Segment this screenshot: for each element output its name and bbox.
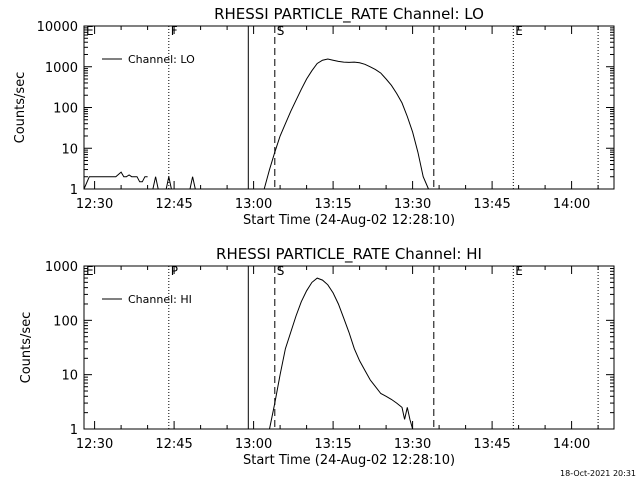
x-tick-label: 14:00 (553, 197, 590, 212)
x-tick-label: 14:00 (553, 437, 590, 452)
series-line-segment (189, 176, 196, 190)
footer-timestamp: 18-Oct-2021 20:31 (560, 469, 636, 478)
x-tick-label: 13:15 (314, 197, 351, 212)
x-tick-label: 13:00 (235, 437, 272, 452)
x-tick-label: 13:30 (394, 197, 431, 212)
x-tick-label: 13:45 (473, 437, 510, 452)
marker-label: S (277, 264, 285, 278)
x-tick-label: 12:30 (76, 197, 113, 212)
y-tick-label: 1 (70, 423, 78, 438)
y-axis-label: Counts/sec (19, 312, 34, 384)
x-axis-label: Start Time (24-Aug-02 12:28:10) (243, 213, 455, 228)
x-tick-label: 12:45 (155, 437, 192, 452)
y-tick-label: 100 (53, 102, 78, 117)
marker-label: P (171, 264, 178, 278)
y-tick-label: 1000 (45, 61, 78, 76)
plot-frame (83, 265, 615, 430)
chart-title: RHESSI PARTICLE_RATE Channel: HI (216, 245, 482, 264)
y-tick-label: 1000 (45, 260, 78, 275)
marker-label: E (515, 24, 523, 38)
marker-label: F (171, 24, 178, 38)
series-line-segment (269, 277, 414, 430)
y-axis-label: Counts/sec (13, 72, 28, 144)
series-line-segment (152, 176, 159, 190)
y-tick-label: 100 (53, 314, 78, 329)
x-tick-label: 13:30 (394, 437, 431, 452)
x-tick-label: 13:15 (314, 437, 351, 452)
series-line-segment (263, 58, 429, 190)
y-tick-label: 10000 (37, 20, 78, 35)
y-tick-label: 10 (61, 142, 78, 157)
chart-panel-2: RHESSI PARTICLE_RATE Channel: HI 1 10 100 10… (19, 245, 615, 468)
x-tick-label: 12:30 (76, 437, 113, 452)
series-line-segment (83, 171, 148, 190)
x-tick-label: 13:45 (473, 197, 510, 212)
plot-frame (83, 25, 615, 190)
y-tick-label: 1 (70, 183, 78, 198)
x-tick-label: 13:00 (235, 197, 272, 212)
x-axis-label: Start Time (24-Aug-02 12:28:10) (243, 453, 455, 468)
x-tick-label: 12:45 (155, 197, 192, 212)
marker-label: E (86, 264, 94, 278)
chart-title: RHESSI PARTICLE_RATE Channel: LO (214, 5, 484, 24)
chart-panel-1: RHESSI PARTICLE_RATE Channel: LO 1 10 100 10… (13, 5, 615, 228)
marker-label: E (86, 24, 94, 38)
legend-label: Channel: HI (128, 293, 192, 306)
y-tick-label: 10 (61, 369, 78, 384)
marker-label: S (277, 24, 285, 38)
marker-label: E (515, 264, 523, 278)
legend-label: Channel: LO (128, 53, 195, 66)
series-line-segment (165, 176, 172, 190)
